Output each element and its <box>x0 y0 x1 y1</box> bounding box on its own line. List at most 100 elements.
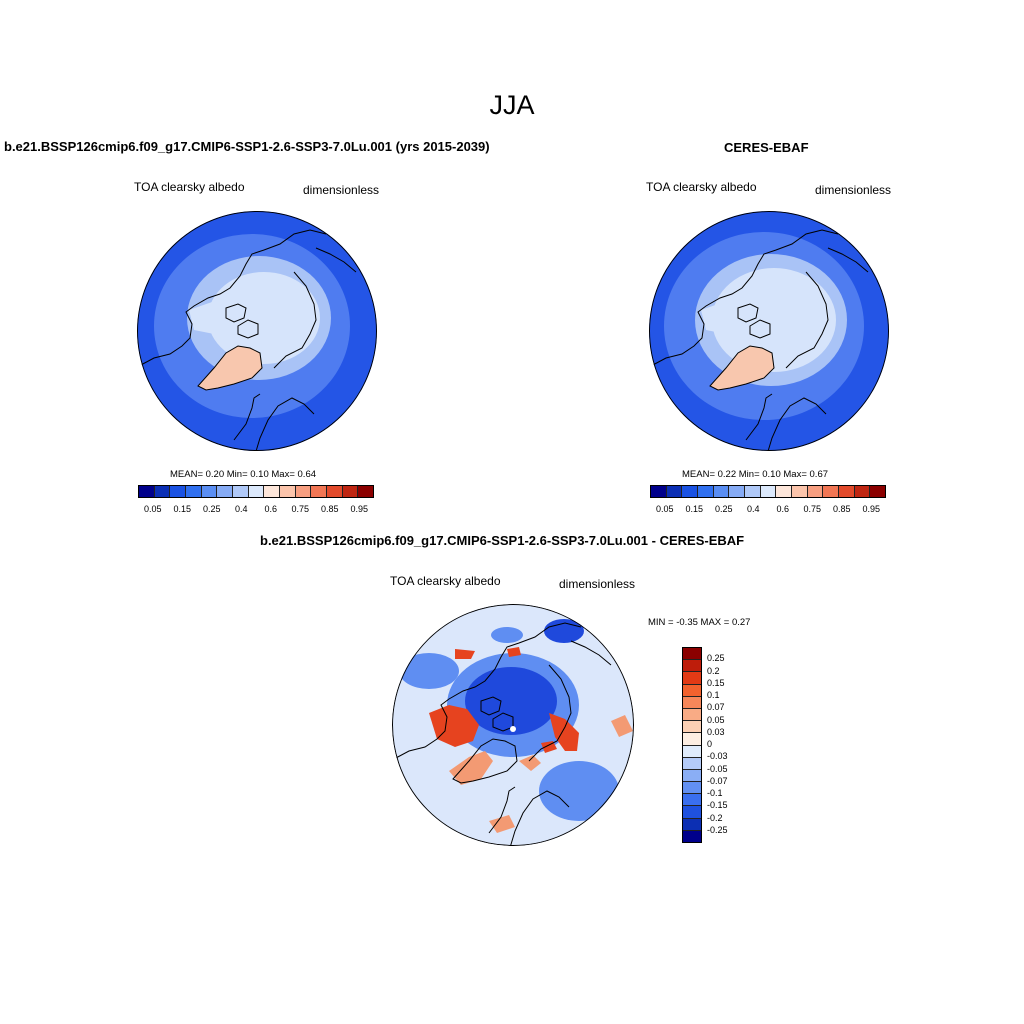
coastline <box>650 229 839 367</box>
coastline <box>233 393 261 441</box>
coastline <box>137 211 377 451</box>
colorbar-tick-label: 0.15 <box>173 504 192 514</box>
colorbar-tick-label: 0.05 <box>707 714 725 725</box>
coastline <box>392 604 634 846</box>
colorbar-tick-label: 0.15 <box>685 504 704 514</box>
diff-colorbar <box>682 647 702 843</box>
ice-pale-region <box>208 272 320 364</box>
coastline <box>765 397 827 451</box>
diff-orange-region <box>519 755 541 771</box>
colorbar-swatch <box>651 486 667 497</box>
coastline <box>225 303 247 323</box>
obs-variable-label: TOA clearsky albedo <box>646 180 757 194</box>
coastline <box>570 640 612 666</box>
colorbar-tick-label: 0.05 <box>655 504 674 514</box>
coastline <box>785 271 829 369</box>
coastline <box>393 622 582 760</box>
colorbar-swatch <box>683 818 701 831</box>
colorbar-swatch <box>666 486 683 497</box>
colorbar-swatch <box>327 486 343 497</box>
coastline <box>737 303 759 323</box>
colorbar-swatch <box>311 486 328 497</box>
colorbar-tick-label: 0.4 <box>234 504 248 514</box>
coastline <box>197 345 263 391</box>
colorbar-swatch <box>683 733 701 746</box>
colorbar-swatch <box>683 806 701 819</box>
obs-colorbar-ticks: 0.05 0.15 0.25 0.4 0.6 0.75 0.85 0.95 <box>650 504 886 514</box>
coastline <box>237 319 259 339</box>
model-colorbar <box>138 485 374 498</box>
coastline <box>315 247 357 273</box>
colorbar-swatch <box>698 486 714 497</box>
diff-panel-title: b.e21.BSSP126cmip6.f09_g17.CMIP6-SSP1-2.… <box>260 533 745 548</box>
colorbar-swatch <box>280 486 296 497</box>
colorbar-tick-label: 0.2 <box>707 665 720 676</box>
model-stats: MEAN= 0.20 Min= 0.10 Max= 0.64 <box>170 469 317 480</box>
colorbar-tick-label: 0 <box>707 739 713 749</box>
colorbar-swatch <box>295 486 312 497</box>
obs-colorbar <box>650 485 886 498</box>
diff-orange-region <box>611 715 633 737</box>
page-title: JJA <box>489 90 535 120</box>
coastline <box>749 319 771 339</box>
colorbar-tick-label: 0.15 <box>707 677 725 688</box>
coastline <box>480 696 502 716</box>
coastline <box>273 271 317 369</box>
diff-orange-region <box>449 751 493 785</box>
diff-red-region <box>541 741 557 753</box>
colorbar-tick-label: 0.95 <box>862 504 881 514</box>
colorbar-swatch <box>729 486 746 497</box>
colorbar-swatch <box>358 486 374 497</box>
colorbar-tick-label: 0.4 <box>746 504 760 514</box>
colorbar-tick-label: 0.75 <box>803 504 822 514</box>
colorbar-tick-label: 0.95 <box>350 504 369 514</box>
greenland-region <box>198 346 262 390</box>
model-polar-map <box>137 211 377 451</box>
diff-deep-region <box>544 619 584 643</box>
colorbar-swatch <box>683 672 701 685</box>
colorbar-swatch <box>682 486 699 497</box>
colorbar-tick-label: 0.6 <box>776 504 789 514</box>
colorbar-swatch <box>792 486 808 497</box>
coastline <box>452 738 518 784</box>
colorbar-swatch <box>201 486 218 497</box>
colorbar-swatch <box>683 660 701 673</box>
colorbar-tick-label: -0.07 <box>707 775 728 786</box>
diff-deep-region <box>465 667 557 735</box>
colorbar-swatch <box>713 486 730 497</box>
colorbar-tick-label: -0.1 <box>707 788 723 798</box>
diff-variable-label: TOA clearsky albedo <box>390 574 501 588</box>
model-colorbar-ticks: 0.05 0.15 0.25 0.4 0.6 0.75 0.85 0.95 <box>138 504 374 514</box>
coastline <box>528 664 572 762</box>
colorbar-swatch <box>839 486 855 497</box>
colorbar-swatch <box>683 757 701 770</box>
colorbar-swatch <box>683 830 701 842</box>
colorbar-tick-label: 0.1 <box>707 690 720 700</box>
colorbar-swatch <box>683 708 701 722</box>
colorbar-swatch <box>683 696 701 709</box>
colorbar-swatch <box>776 486 793 497</box>
colorbar-tick-label: -0.15 <box>707 800 728 811</box>
model-variable-label: TOA clearsky albedo <box>134 180 245 194</box>
coastline <box>709 345 775 391</box>
colorbar-tick-label: 0.25 <box>707 653 725 664</box>
diff-polar-map <box>392 604 634 846</box>
diff-red-region <box>429 705 479 747</box>
diff-red-region <box>455 649 475 659</box>
colorbar-tick-label: 0.25 <box>714 504 733 514</box>
colorbar-tick-label: 0.85 <box>320 504 339 514</box>
diff-orange-region <box>489 815 515 833</box>
colorbar-swatch <box>683 769 701 783</box>
colorbar-swatch <box>217 486 234 497</box>
coastline <box>253 397 315 451</box>
obs-polar-map <box>649 211 889 451</box>
colorbar-swatch <box>683 782 701 795</box>
ice-pale-region <box>189 302 226 334</box>
colorbar-tick-label: 0.03 <box>707 726 725 737</box>
coastline <box>649 211 889 451</box>
obs-stats: MEAN= 0.22 Min= 0.10 Max= 0.67 <box>682 469 829 480</box>
colorbar-tick-label: 0.25 <box>202 504 221 514</box>
coastline <box>138 229 327 367</box>
colorbar-swatch <box>745 486 761 497</box>
colorbar-tick-label: 0.05 <box>143 504 162 514</box>
